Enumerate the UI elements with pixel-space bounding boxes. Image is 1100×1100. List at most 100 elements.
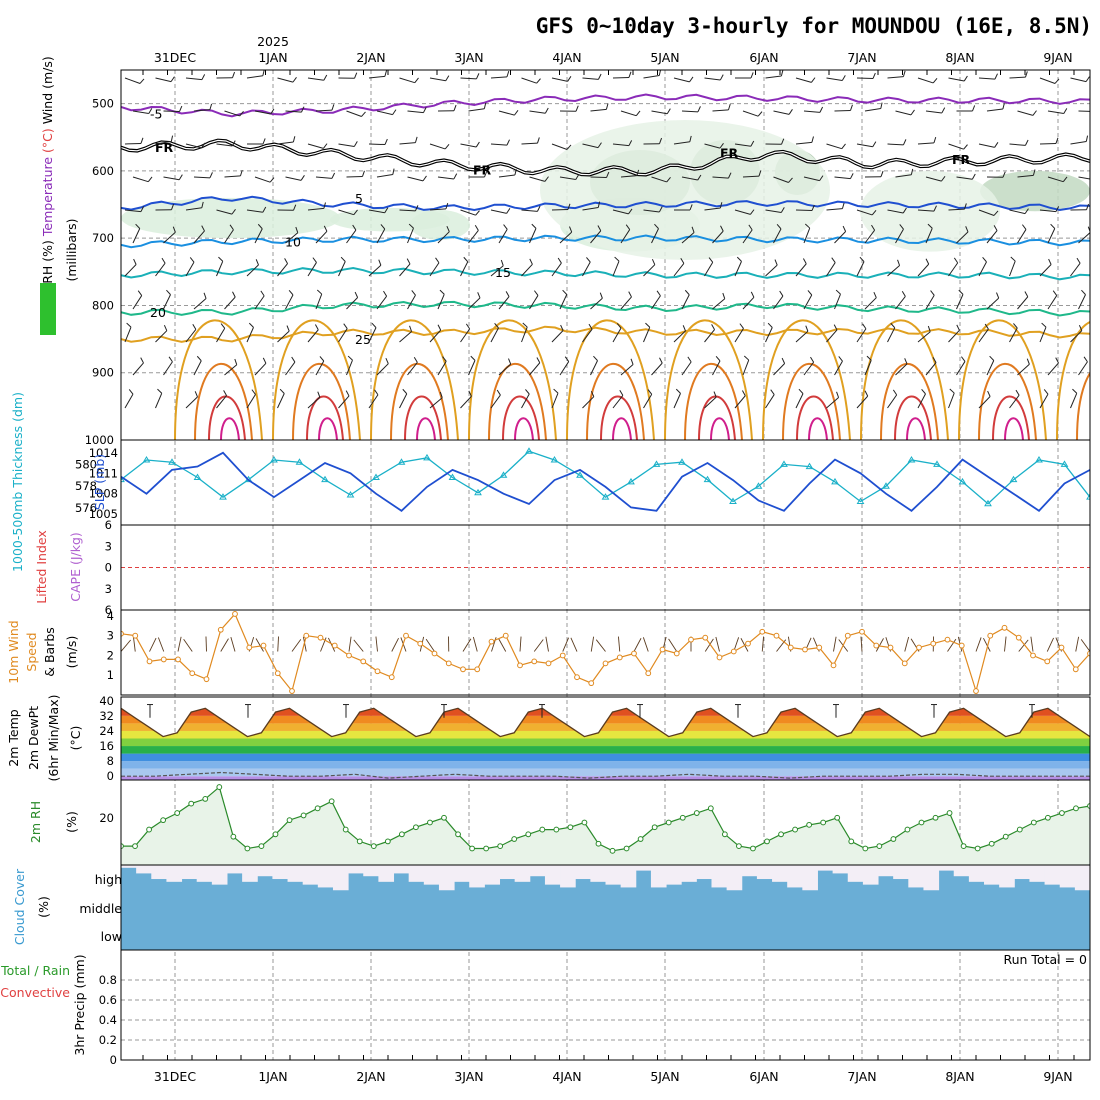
wind-barb: [712, 109, 729, 112]
wind-barb-flag: [345, 390, 350, 397]
wind-barb: [338, 261, 346, 277]
thickness-point: [397, 458, 406, 465]
wind-barb-flag: [201, 201, 204, 208]
wind-barb-flag: [628, 291, 632, 298]
wind-barb: [742, 229, 753, 244]
rh-point: [876, 843, 883, 850]
thickness-point: [448, 473, 457, 480]
wind-speed-point: [502, 632, 509, 639]
boundary-layer-contour: [1004, 417, 1024, 440]
rh-point: [328, 798, 335, 805]
wind-barb: [826, 77, 843, 81]
axis-labels: RH (%) Temperature (°C) Wind (m/s) (milli…: [0, 56, 107, 1055]
wind-barb-flag: [833, 324, 838, 331]
high-cloud-bar: [650, 865, 667, 888]
wind-barb: [368, 394, 379, 409]
surface-wind-barb: [590, 636, 595, 652]
wind-barb-flag: [689, 76, 694, 83]
wind-barb: [1078, 294, 1086, 310]
wind-barb-flag: [675, 388, 681, 394]
wind-barb: [856, 395, 869, 409]
wind-barb-flag: [871, 209, 877, 216]
wind-barb-flag: [689, 204, 693, 211]
wind-barb-flag: [300, 175, 305, 181]
rh-point: [1030, 819, 1037, 826]
wind-barb-flag: [687, 356, 692, 363]
cape-ylabel: CAPE (J/kg): [68, 532, 83, 602]
wind-speed-point: [388, 674, 395, 681]
wind-barb: [254, 110, 271, 115]
rh-point: [146, 826, 152, 833]
thickness-point: [754, 482, 763, 489]
wind-barb: [437, 361, 447, 376]
wind-barb: [246, 394, 256, 409]
boundary-layer-contour: [600, 395, 638, 440]
wind-speed-point: [574, 674, 580, 681]
rh-point: [1016, 826, 1023, 833]
wind-barb: [529, 362, 541, 376]
wind-barb-flag: [255, 259, 259, 266]
surface-wind-barb: [132, 636, 136, 652]
wind-barb-flag: [949, 388, 955, 394]
wind-barb: [315, 293, 323, 310]
wind-barb-flag: [921, 389, 926, 395]
thickness-point: [346, 490, 355, 498]
wind-barb: [956, 361, 966, 376]
wind-barb-flag: [468, 390, 472, 397]
wind-barb: [346, 359, 353, 376]
high-cloud-bar: [226, 865, 243, 874]
lifted-index-tick: 6: [105, 518, 112, 532]
surface-wind-barb: [904, 636, 910, 652]
wind-barb: [1009, 143, 1026, 146]
wind-barb: [551, 143, 568, 150]
high-cloud-bar: [302, 865, 319, 885]
high-cloud-bar: [136, 865, 152, 874]
panel-frame: [120, 69, 1091, 441]
panel-frame: [120, 609, 1091, 696]
wind-barb: [216, 395, 227, 409]
temperature-bands: [121, 708, 1090, 780]
wind-barb-flag: [810, 356, 815, 363]
ylabel-part: Wind: [40, 93, 55, 128]
wind-barb: [956, 231, 969, 244]
wind-barb: [551, 262, 562, 277]
wind-barb: [826, 208, 843, 211]
wind-barb: [277, 263, 288, 277]
surface-wind-barb: [761, 636, 765, 652]
wind-barb: [651, 362, 663, 376]
wind-speed-point: [1044, 658, 1051, 665]
wind-barb: [246, 264, 259, 277]
wind-barb-flag: [719, 202, 723, 209]
wind-barb: [590, 360, 598, 376]
wind-barb-flag: [1026, 358, 1030, 365]
wind-speed-point: [645, 670, 652, 677]
wind-barb-flag: [749, 209, 755, 215]
wind-barb: [307, 207, 324, 211]
wind-barb: [765, 75, 782, 79]
wind-barb-flag: [645, 322, 651, 328]
wind-barb: [315, 230, 328, 244]
wind-barb: [559, 231, 573, 244]
wind-barb: [582, 143, 599, 149]
wind-barb: [224, 296, 236, 310]
wind-barb: [559, 176, 576, 180]
wind-barb: [468, 297, 481, 310]
wind-barb-flag: [804, 223, 811, 229]
wind-speed-point: [759, 628, 766, 635]
wind-barb-flag: [963, 75, 968, 82]
wind-barb-flag: [1025, 71, 1028, 78]
wind-barb: [803, 110, 820, 113]
surface-wind-barb: [570, 637, 578, 652]
wind-barb-flag: [880, 170, 884, 177]
wind-barb: [917, 393, 926, 409]
rh-point: [637, 836, 644, 842]
wind-barb-flag: [323, 202, 326, 209]
wind-barb: [132, 110, 149, 114]
rh-point: [216, 784, 223, 790]
wind-barb: [224, 175, 241, 178]
wind-barb-flag: [231, 140, 236, 147]
wind-barb-flag: [514, 169, 517, 176]
cloud-ylabel: Cloud Cover: [12, 868, 27, 945]
cross-section-ylabel: RH (%) Temperature (°C) Wind (m/s): [40, 56, 55, 284]
surface-wind-barb: [1018, 639, 1029, 652]
